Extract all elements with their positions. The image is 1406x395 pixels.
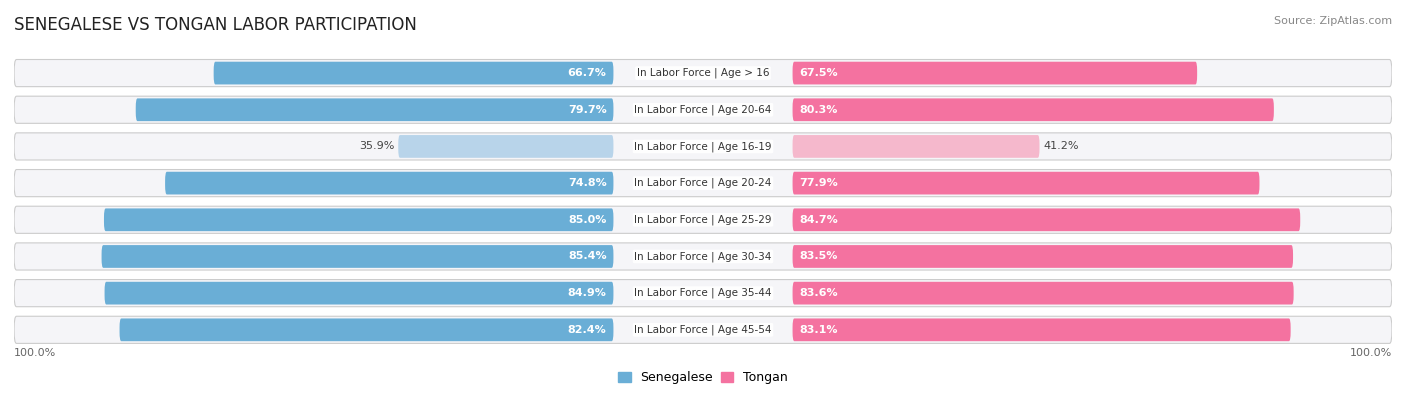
Text: 35.9%: 35.9% (360, 141, 395, 151)
Text: 77.9%: 77.9% (800, 178, 838, 188)
FancyBboxPatch shape (14, 169, 1392, 197)
FancyBboxPatch shape (14, 96, 1392, 123)
FancyBboxPatch shape (793, 209, 1301, 231)
FancyBboxPatch shape (793, 245, 1294, 268)
FancyBboxPatch shape (793, 98, 1274, 121)
FancyBboxPatch shape (793, 282, 1294, 305)
Text: 79.7%: 79.7% (568, 105, 606, 115)
Text: 100.0%: 100.0% (1350, 348, 1392, 357)
Text: 83.5%: 83.5% (800, 252, 838, 261)
Text: In Labor Force | Age 45-54: In Labor Force | Age 45-54 (634, 325, 772, 335)
FancyBboxPatch shape (14, 316, 1392, 343)
Text: SENEGALESE VS TONGAN LABOR PARTICIPATION: SENEGALESE VS TONGAN LABOR PARTICIPATION (14, 16, 418, 34)
Text: 100.0%: 100.0% (14, 348, 56, 357)
FancyBboxPatch shape (14, 243, 1392, 270)
Text: 82.4%: 82.4% (568, 325, 606, 335)
FancyBboxPatch shape (398, 135, 613, 158)
Text: Source: ZipAtlas.com: Source: ZipAtlas.com (1274, 16, 1392, 26)
Text: In Labor Force | Age > 16: In Labor Force | Age > 16 (637, 68, 769, 78)
Text: In Labor Force | Age 20-24: In Labor Force | Age 20-24 (634, 178, 772, 188)
Text: 66.7%: 66.7% (568, 68, 606, 78)
Text: 67.5%: 67.5% (800, 68, 838, 78)
Text: 85.0%: 85.0% (568, 215, 606, 225)
Text: 41.2%: 41.2% (1043, 141, 1078, 151)
FancyBboxPatch shape (14, 206, 1392, 233)
FancyBboxPatch shape (14, 280, 1392, 307)
FancyBboxPatch shape (136, 98, 613, 121)
Text: In Labor Force | Age 16-19: In Labor Force | Age 16-19 (634, 141, 772, 152)
Text: 83.6%: 83.6% (800, 288, 838, 298)
Text: 84.9%: 84.9% (568, 288, 606, 298)
Text: 83.1%: 83.1% (800, 325, 838, 335)
FancyBboxPatch shape (101, 245, 613, 268)
FancyBboxPatch shape (120, 318, 613, 341)
FancyBboxPatch shape (793, 135, 1039, 158)
FancyBboxPatch shape (104, 209, 613, 231)
FancyBboxPatch shape (793, 172, 1260, 194)
FancyBboxPatch shape (104, 282, 613, 305)
Text: 84.7%: 84.7% (800, 215, 838, 225)
Text: 85.4%: 85.4% (568, 252, 606, 261)
Text: 74.8%: 74.8% (568, 178, 606, 188)
Text: 80.3%: 80.3% (800, 105, 838, 115)
FancyBboxPatch shape (214, 62, 613, 85)
FancyBboxPatch shape (793, 62, 1197, 85)
Text: In Labor Force | Age 35-44: In Labor Force | Age 35-44 (634, 288, 772, 298)
FancyBboxPatch shape (165, 172, 613, 194)
FancyBboxPatch shape (793, 318, 1291, 341)
Text: In Labor Force | Age 30-34: In Labor Force | Age 30-34 (634, 251, 772, 262)
FancyBboxPatch shape (14, 60, 1392, 87)
Legend: Senegalese, Tongan: Senegalese, Tongan (613, 366, 793, 389)
Text: In Labor Force | Age 20-64: In Labor Force | Age 20-64 (634, 105, 772, 115)
FancyBboxPatch shape (14, 133, 1392, 160)
Text: In Labor Force | Age 25-29: In Labor Force | Age 25-29 (634, 214, 772, 225)
